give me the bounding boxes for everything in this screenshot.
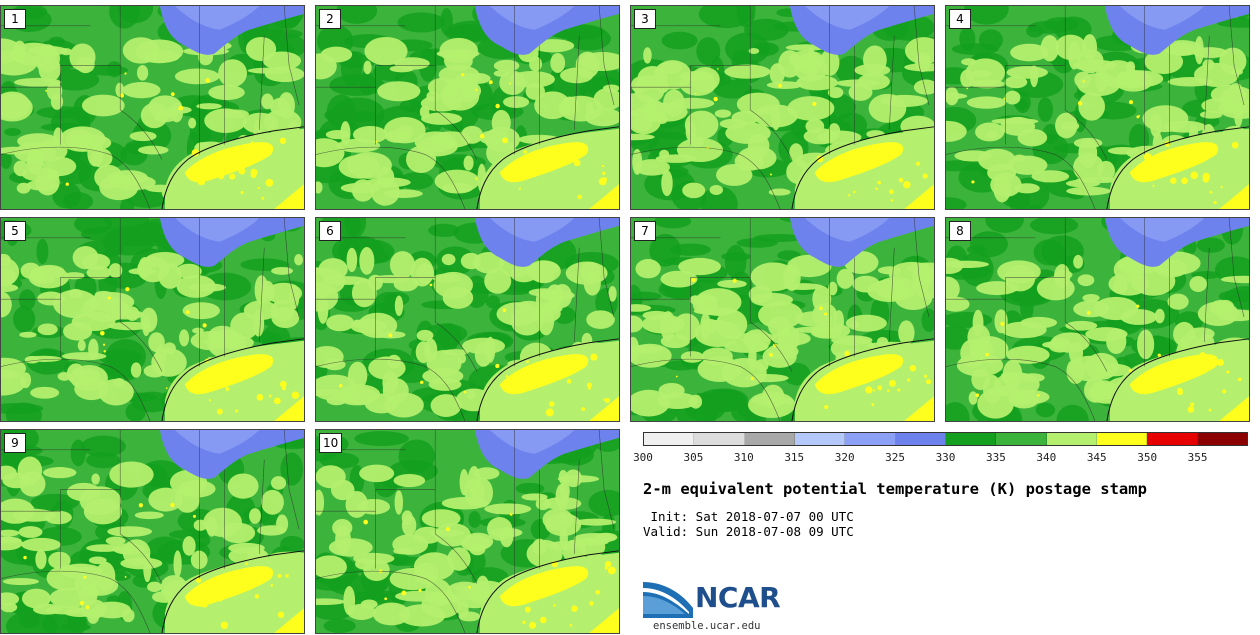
colorbar-ticks: 300 305 310 315 320 325 330 335 340 345 350 355	[633, 451, 1248, 465]
member-label: 7	[634, 221, 656, 241]
member-map-1[interactable]: 1	[0, 5, 305, 210]
colorbar-tick-label: 305	[683, 451, 704, 464]
member-label: 9	[4, 433, 26, 453]
colorbar-swatch	[895, 433, 946, 445]
init-time: Init: Sat 2018-07-07 00 UTC	[643, 509, 854, 524]
colorbar-swatch	[996, 433, 1047, 445]
theta-e-field	[316, 218, 619, 421]
ncar-swoosh-icon	[643, 582, 693, 618]
valid-time: Valid: Sun 2018-07-08 09 UTC	[643, 524, 854, 539]
member-label: 8	[949, 221, 971, 241]
member-map-6[interactable]: 6	[315, 217, 620, 422]
member-map-7[interactable]: 7	[630, 217, 935, 422]
member-label: 10	[319, 433, 343, 453]
colorbar-tick-label: 355	[1187, 451, 1208, 464]
colorbar-tick-label: 340	[1036, 451, 1057, 464]
member-label: 3	[634, 9, 656, 29]
colorbar-tick-label: 345	[1086, 451, 1107, 464]
theta-e-field	[631, 218, 934, 421]
colorbar-swatch	[1197, 433, 1247, 445]
logo-url[interactable]: ensemble.ucar.edu	[653, 620, 761, 632]
theta-e-field	[1, 218, 304, 421]
colorbar-swatch	[694, 433, 745, 445]
member-map-3[interactable]: 3	[630, 5, 935, 210]
member-map-5[interactable]: 5	[0, 217, 305, 422]
theta-e-field	[1, 430, 304, 633]
member-map-4[interactable]: 4	[945, 5, 1250, 210]
theta-e-field	[316, 6, 619, 209]
theta-e-field	[1, 6, 304, 209]
colorbar-tick-label: 310	[733, 451, 754, 464]
member-label: 6	[319, 221, 341, 241]
colorbar-swatch	[1096, 433, 1148, 445]
colorbar-swatch	[644, 433, 695, 445]
page-title: 2-m equivalent potential temperature (K)…	[643, 480, 1147, 498]
colorbar-swatch	[945, 433, 997, 445]
colorbar-swatch	[845, 433, 896, 445]
member-map-10[interactable]: 10	[315, 429, 620, 634]
colorbar-tick-label: 300	[633, 451, 653, 464]
theta-e-field	[631, 6, 934, 209]
theta-e-field	[946, 218, 1249, 421]
colorbar-swatch	[794, 433, 846, 445]
colorbar-swatch	[1046, 433, 1097, 445]
colorbar-tick-label: 320	[834, 451, 855, 464]
member-map-9[interactable]: 9	[0, 429, 305, 634]
colorbar-swatch	[744, 433, 795, 445]
theta-e-field	[316, 430, 619, 633]
colorbar	[643, 432, 1248, 446]
member-map-8[interactable]: 8	[945, 217, 1250, 422]
theta-e-field	[946, 6, 1249, 209]
colorbar-tick-label: 325	[885, 451, 906, 464]
colorbar-tick-label: 315	[784, 451, 805, 464]
ncar-logo[interactable]: NCAR	[643, 578, 803, 622]
colorbar-swatch	[1147, 433, 1198, 445]
member-label: 2	[319, 9, 341, 29]
member-label: 1	[4, 9, 26, 29]
member-map-2[interactable]: 2	[315, 5, 620, 210]
colorbar-tick-label: 335	[985, 451, 1006, 464]
logo-text: NCAR	[695, 581, 781, 614]
member-label: 5	[4, 221, 26, 241]
member-label: 4	[949, 9, 971, 29]
colorbar-tick-label: 350	[1137, 451, 1158, 464]
colorbar-tick-label: 330	[935, 451, 956, 464]
